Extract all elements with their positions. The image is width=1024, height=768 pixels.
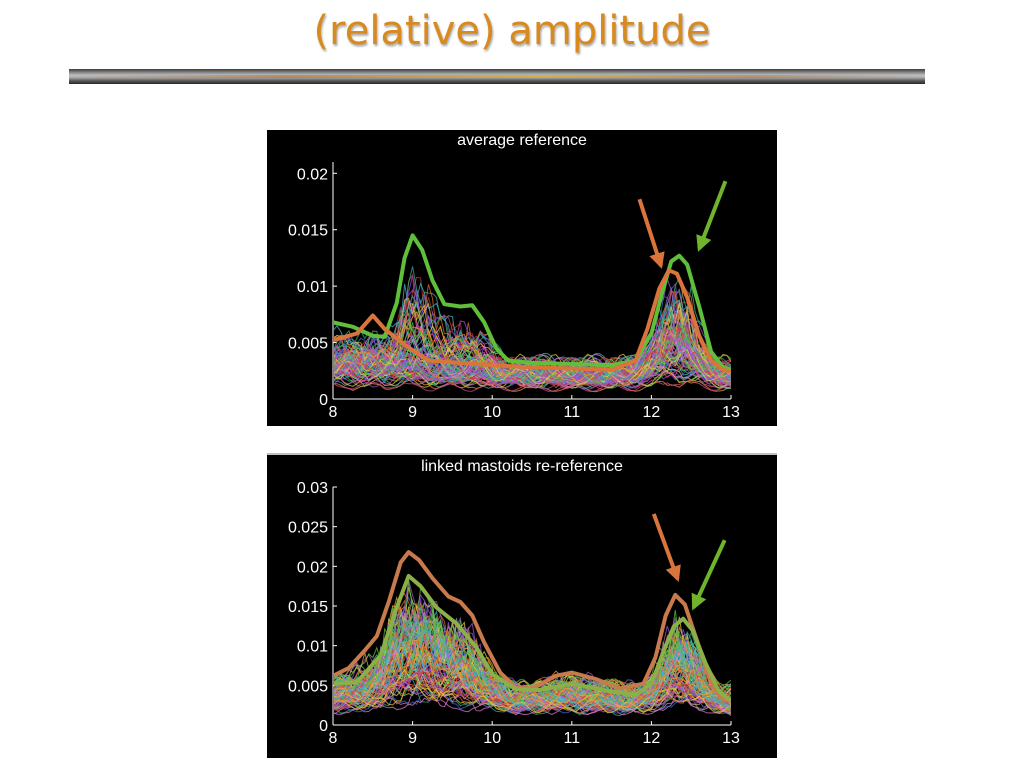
highlighted-series-line xyxy=(334,573,731,703)
channel-traces xyxy=(334,233,731,393)
chart-title: average reference xyxy=(457,132,587,149)
channel-trace xyxy=(334,606,731,705)
annotation-arrow xyxy=(637,198,665,269)
y-tick-label: 0.015 xyxy=(288,223,328,240)
channel-trace xyxy=(334,349,731,385)
plot-area-average-reference: 8 9 10 11 12 13 0 0.005 0.01 0.015 0.02 xyxy=(288,162,740,421)
channel-trace xyxy=(334,669,731,711)
x-tick-label: 13 xyxy=(722,404,740,421)
x-tick-label: 8 xyxy=(329,404,338,421)
channel-trace xyxy=(334,600,731,705)
title-divider-highlight xyxy=(69,75,925,78)
x-tick-label: 9 xyxy=(408,730,417,747)
title-divider xyxy=(69,69,925,84)
channel-trace xyxy=(334,649,731,711)
channel-trace xyxy=(334,639,731,709)
y-tick-label: 0.02 xyxy=(297,166,328,183)
x-tick-label: 10 xyxy=(483,730,501,747)
y-tick-label: 0.02 xyxy=(297,559,328,576)
y-tick-label: 0.01 xyxy=(297,279,328,296)
x-tick-label: 9 xyxy=(408,404,417,421)
annotation-arrow xyxy=(691,539,727,611)
channel-trace xyxy=(334,297,731,380)
highlighted-series-line xyxy=(334,233,731,372)
highlighted-series-line xyxy=(334,268,731,374)
y-tick-label: 0.01 xyxy=(297,639,328,656)
channel-trace xyxy=(334,356,731,388)
channel-trace xyxy=(334,697,731,716)
x-tick-label: 10 xyxy=(483,404,501,421)
chart-average-reference: 8 9 10 11 12 13 0 0.005 0.01 0.015 0.02 average re… xyxy=(267,130,777,426)
channel-trace xyxy=(334,294,731,380)
x-tick-label: 12 xyxy=(643,730,661,747)
y-tick-label: 0.03 xyxy=(297,480,328,497)
x-tick-label: 12 xyxy=(643,404,661,421)
chart-title: linked mastoids re-reference xyxy=(421,458,623,475)
channel-trace xyxy=(334,614,731,710)
x-tick-label: 8 xyxy=(329,730,338,747)
y-tick-label: 0.005 xyxy=(288,336,328,353)
annotation-arrow xyxy=(651,513,681,583)
y-tick-label: 0 xyxy=(319,392,328,409)
y-tick-label: 0 xyxy=(319,718,328,735)
x-tick-label: 11 xyxy=(563,730,580,747)
channel-trace xyxy=(334,337,731,386)
x-tick-label: 13 xyxy=(722,730,740,747)
channel-trace xyxy=(334,343,731,386)
chart-linked-mastoids: 8 9 10 11 12 13 0 0.005 0.01 0.015 0.02 0.025 0.03 l… xyxy=(267,453,777,758)
slide-title: (relative) amplitude xyxy=(313,8,711,54)
y-tick-label: 0.025 xyxy=(288,520,328,537)
y-tick-label: 0.015 xyxy=(288,599,328,616)
plot-area-linked-mastoids: 8 9 10 11 12 13 0 0.005 0.01 0.015 0.02 0.025 0.03 xyxy=(288,480,740,747)
x-tick-label: 11 xyxy=(563,404,580,421)
channel-trace xyxy=(334,616,731,702)
y-tick-label: 0.005 xyxy=(288,678,328,695)
channel-trace xyxy=(334,308,731,385)
channel-traces xyxy=(334,550,731,717)
annotation-arrow xyxy=(696,180,728,252)
